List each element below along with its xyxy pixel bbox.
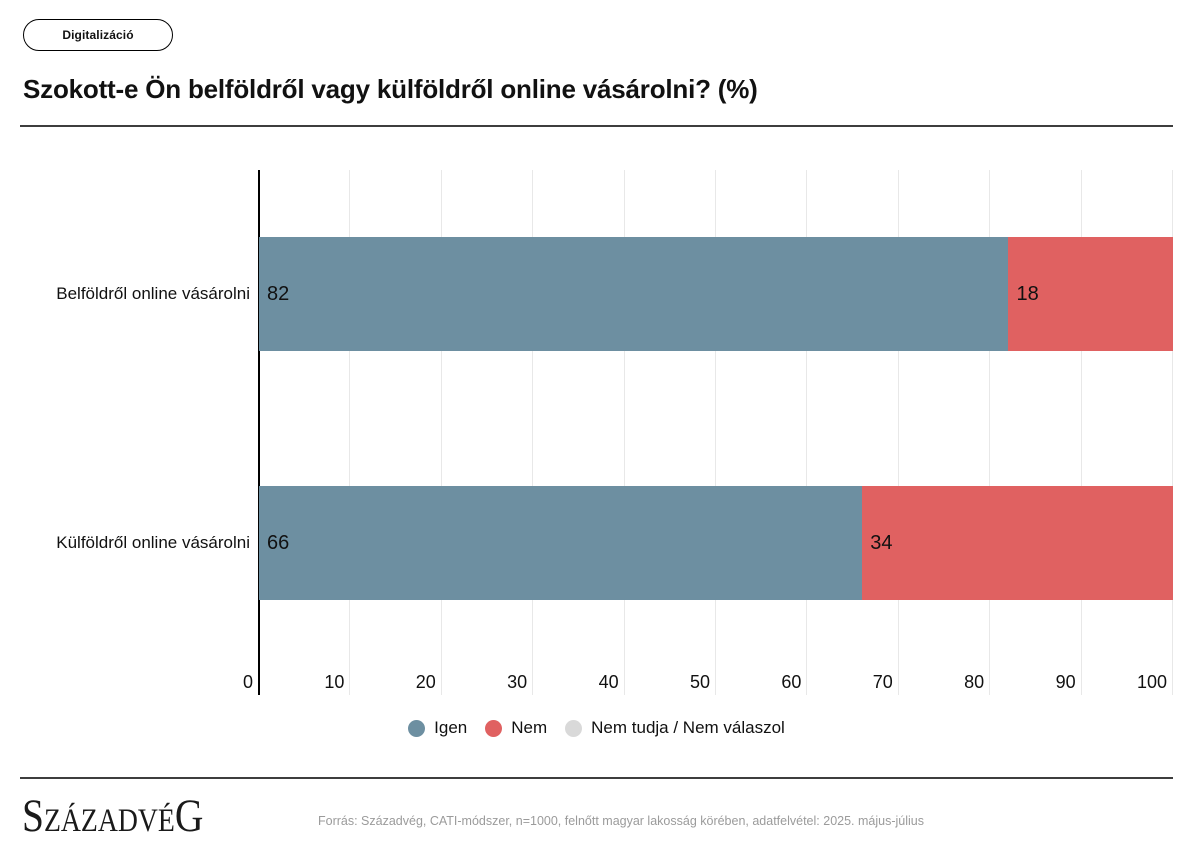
x-tick-label: 10: [324, 672, 345, 692]
category-label: Belföldről online vásárolni: [56, 284, 250, 303]
x-tick-label: 40: [598, 672, 619, 692]
legend-item: Igen: [408, 718, 467, 738]
legend-item: Nem tudja / Nem válaszol: [565, 718, 785, 738]
plot-area: 82 18 66 34: [258, 170, 1173, 695]
gridline-x-100: [1172, 170, 1173, 695]
gridline-x-20: [440, 170, 442, 695]
bar-segment: 34: [862, 486, 1173, 600]
bar-segment: 82: [259, 237, 1009, 351]
x-tick-label: 80: [964, 672, 985, 692]
footer-divider: [20, 777, 1173, 779]
x-tick-label: 20: [415, 672, 436, 692]
y-axis-line: [258, 170, 260, 695]
bar-value-label: 82: [267, 282, 290, 305]
gridline-x-40: [623, 170, 625, 695]
legend-item: Nem: [485, 718, 547, 738]
title-divider: [20, 125, 1173, 127]
x-tick-label: 0: [242, 672, 253, 692]
bar-value-label: 18: [1016, 282, 1039, 305]
legend-dot-icon: [565, 719, 583, 737]
brand-logo: SzázadvéG: [22, 790, 204, 842]
x-tick-label: 90: [1055, 672, 1076, 692]
legend-label: Igen: [434, 718, 468, 737]
x-tick-label: 30: [507, 672, 528, 692]
chart-legend: Igen Nem Nem tudja / Nem válaszol: [0, 718, 1193, 738]
bar-segment: 66: [259, 486, 863, 600]
bar-segment: 18: [1008, 237, 1173, 351]
x-tick-label: 50: [689, 672, 710, 692]
legend-dot-icon: [485, 719, 503, 737]
gridline-x-50: [715, 170, 716, 695]
legend-label: Nem: [511, 718, 548, 737]
x-tick-label: 100: [1136, 672, 1167, 692]
legend-label: Nem tudja / Nem válaszol: [591, 718, 785, 737]
x-tick-label: 60: [781, 672, 802, 692]
bar-row: 66 34: [259, 486, 1173, 600]
legend-dot-icon: [408, 719, 426, 737]
bar-value-label: 66: [267, 531, 290, 554]
gridline-x-90: [1080, 170, 1082, 695]
topic-badge-label: Digitalizáció: [62, 28, 134, 42]
gridline-x-60: [806, 170, 808, 695]
gridline-x-10: [349, 170, 351, 695]
topic-badge: Digitalizáció: [23, 19, 173, 51]
source-note: Forrás: Századvég, CATI-módszer, n=1000,…: [318, 814, 924, 828]
gridline-x-80: [989, 170, 991, 695]
chart-title: Szokott-e Ön belföldről vagy külföldről …: [23, 74, 758, 104]
x-tick-label: 70: [872, 672, 893, 692]
category-label: Külföldről online vásárolni: [56, 533, 250, 552]
gridline-x-30: [532, 170, 534, 695]
bar-row: 82 18: [259, 237, 1173, 351]
bar-value-label: 34: [870, 531, 893, 554]
gridline-x-70: [897, 170, 899, 695]
